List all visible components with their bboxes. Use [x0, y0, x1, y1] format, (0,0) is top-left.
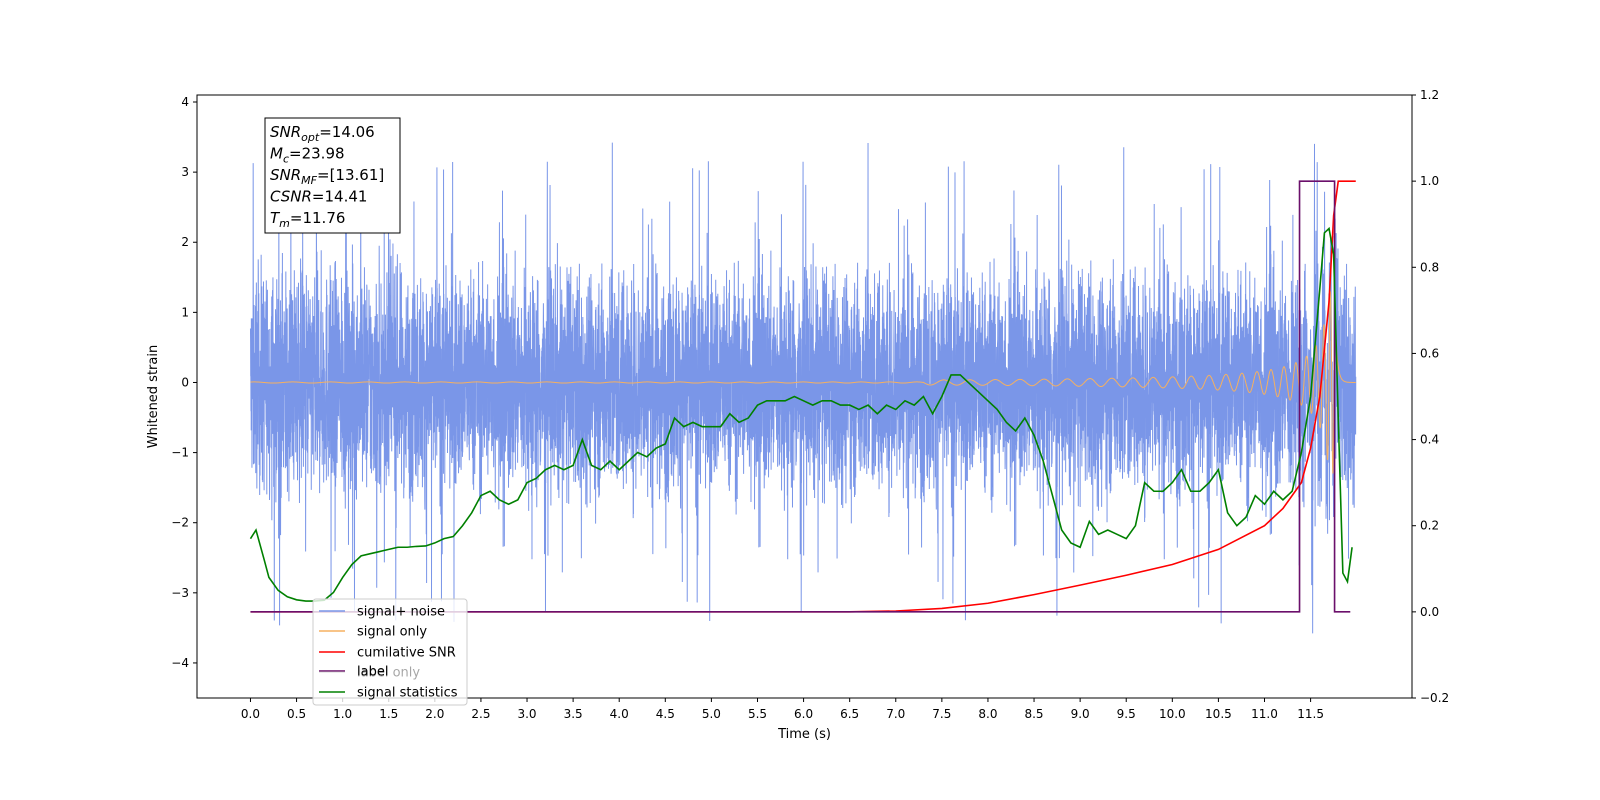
x-tick-label: 1.5 [379, 707, 398, 721]
y-right-tick-label: 1.0 [1420, 174, 1439, 188]
y-right-tick-label: 0.2 [1420, 519, 1439, 533]
legend-label-signal-statistics: signal statistics [357, 686, 458, 701]
x-tick-label: 8.5 [1024, 707, 1043, 721]
x-axis-ticks: 0.0 0.5 1.0 1.5 2.0 2.5 3.0 3.5 4.0 4.5 5.0 5.5 6.0 6… [241, 698, 1324, 721]
x-tick-label: 3.5 [564, 707, 583, 721]
x-tick-label: 9.0 [1071, 707, 1090, 721]
x-tick-label: 7.5 [932, 707, 951, 721]
y-left-tick-label: −4 [171, 656, 189, 670]
y-right-tick-label: 0.6 [1420, 346, 1439, 360]
x-tick-label: 2.5 [471, 707, 490, 721]
right-axis-series [249, 180, 1356, 613]
x-tick-label: 7.0 [886, 707, 905, 721]
legend: signal+ noise signal only cumilative SNR la… [312, 598, 468, 706]
y-right-axis-ticks: 1.2 1.0 0.8 0.6 0.4 0.2 0.0 −0.2 [1412, 88, 1449, 705]
annotation-line: Mc=23.98 [270, 145, 345, 166]
cumilative-snr-line [250, 180, 1356, 613]
signal-only-line [250, 291, 1356, 474]
y-right-tick-label: −0.2 [1420, 691, 1449, 705]
x-tick-label: 0.0 [241, 707, 260, 721]
y-right-tick-label: 1.2 [1420, 88, 1439, 102]
x-tick-label: 2.0 [425, 707, 444, 721]
annotation-line: Tm=11.76 [270, 209, 345, 230]
signal-only-series [250, 291, 1356, 474]
annotation-box: SNRopt=14.06Mc=23.98SNRMF=[13.61]CSNR=14… [264, 117, 401, 234]
y-left-tick-label: 1 [181, 305, 189, 319]
plot-area [249, 142, 1357, 634]
x-tick-label: 8.0 [978, 707, 997, 721]
x-tick-label: 11.5 [1297, 707, 1324, 721]
y-right-tick-label: 0.0 [1420, 605, 1439, 619]
x-tick-label: 6.0 [794, 707, 813, 721]
legend-label-label-only: label only [357, 666, 420, 681]
annotation-line: CSNR=14.41 [270, 188, 367, 206]
legend-label-signal-noise: signal+ noise [357, 605, 445, 620]
y-axis-label: Whitened strain [146, 345, 161, 448]
y-left-tick-label: −1 [171, 446, 189, 460]
legend-label-signal-only: signal only [357, 625, 427, 640]
y-left-tick-label: −2 [171, 516, 189, 530]
legend-label-label: label [357, 665, 388, 680]
x-tick-label: 9.5 [1117, 707, 1136, 721]
legend-frame [312, 598, 468, 706]
x-tick-label: 11.0 [1251, 707, 1278, 721]
x-tick-label: 5.5 [748, 707, 767, 721]
axes-frame [196, 94, 1413, 699]
y-left-axis-ticks: 4 3 2 1 0 −1 −2 −3 −4 [171, 95, 197, 670]
x-tick-label: 1.0 [333, 707, 352, 721]
y-right-tick-label: 0.8 [1420, 260, 1439, 274]
x-tick-label: 10.0 [1159, 707, 1186, 721]
x-axis-label: Time (s) [777, 727, 831, 742]
x-tick-label: 6.5 [840, 707, 859, 721]
legend-label-cumilative-snr: cumilative SNR [357, 646, 456, 661]
y-left-tick-label: 0 [181, 375, 189, 389]
annotation-line: SNRMF=[13.61] [270, 166, 384, 187]
x-tick-label: 3.0 [517, 707, 536, 721]
annotation-line: SNRopt=14.06 [270, 123, 375, 144]
signal-statistics-line [249, 226, 1353, 602]
x-tick-label: 4.0 [610, 707, 629, 721]
y-right-tick-label: 0.4 [1420, 433, 1439, 447]
x-tick-label: 5.0 [702, 707, 721, 721]
annotation-frame [264, 117, 401, 234]
y-left-tick-label: 2 [181, 235, 189, 249]
x-tick-label: 4.5 [656, 707, 675, 721]
y-left-tick-label: −3 [171, 586, 189, 600]
label-line [250, 180, 1351, 613]
y-left-tick-label: 4 [181, 95, 189, 109]
x-tick-label: 0.5 [287, 707, 306, 721]
x-tick-label: 10.5 [1205, 707, 1232, 721]
signal-noise-line [249, 142, 1357, 634]
y-left-tick-label: 3 [181, 165, 189, 179]
signal-noise-series [249, 142, 1357, 634]
